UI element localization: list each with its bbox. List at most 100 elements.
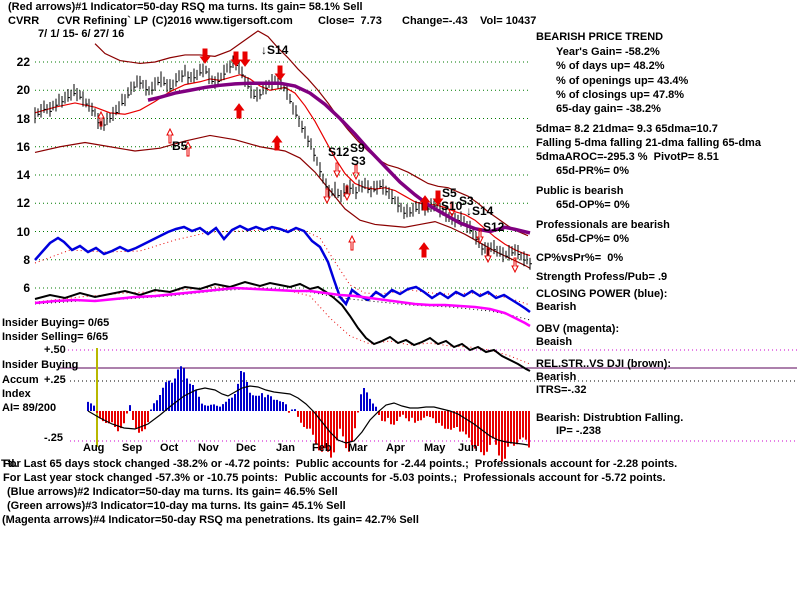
x-axis-month-label: Mar: [348, 442, 368, 454]
signal-label: S9: [350, 141, 365, 155]
y-axis-tick-label: 16: [16, 139, 30, 154]
header-text: Vol= 10437: [480, 15, 537, 27]
summary-line: For Last year stock changed -57.3% or -1…: [3, 472, 666, 484]
price-ohlc-bars: [34, 55, 532, 270]
summary-line: (Green arrows)#3 Indicator=10-day ma tur…: [7, 500, 346, 512]
signal-label: S3: [351, 154, 366, 168]
header-text: Close= 7.73: [318, 15, 382, 27]
sell-arrow-down: [343, 185, 351, 202]
y-axis-tick-label: 14: [16, 168, 30, 182]
ma65-line: [147, 81, 531, 235]
accum-index-bars-positive: [87, 366, 377, 411]
indicator-readout: Bearish: [536, 301, 577, 313]
signal-label: S10: [441, 199, 463, 213]
buy-arrow-up: [271, 135, 283, 151]
summary-line: Ttl.: [1, 458, 18, 470]
sell-arrow-down: [274, 65, 286, 81]
indicator-readout: Falling 5-dma falling 21-dma falling 65-…: [536, 137, 761, 149]
header-text: (C)2016 www.tigersoft.com: [152, 15, 293, 27]
x-axis-month-label: Feb: [312, 442, 332, 454]
obv-line: [34, 286, 531, 328]
accum-index-bars-negative: [96, 411, 530, 462]
header-text: Change=-.43: [402, 15, 468, 27]
x-axis-month-label: Apr: [386, 442, 405, 454]
indicator-readout: REL.STR..VS DJI (brown):: [536, 358, 672, 370]
buy-arrow-up: [419, 195, 431, 211]
indicator-readout: 65d-OP%= 0%: [556, 199, 630, 211]
sell-arrow-down: [484, 247, 492, 264]
left-annotation: Insider Selling= 6/65: [2, 331, 109, 343]
sell-arrow-down: [323, 188, 331, 205]
indicator-readout: Bearish: Distrubtion Falling.: [536, 412, 684, 424]
indicator-readout: Professionals are bearish: [536, 219, 670, 231]
sell-arrow-down: [432, 190, 444, 206]
sell-arrow-down: [476, 228, 484, 245]
header-text: CVRR: [8, 15, 40, 27]
indicator-readout: ITRS=-.32: [536, 384, 587, 396]
header-text: (Red arrows)#1 Indicator=50-day RSQ ma t…: [8, 1, 363, 13]
sell-arrow-down: [352, 164, 360, 181]
x-axis-month-label: Aug: [83, 442, 105, 454]
indicator-readout: 5dmaAROC=-295.3 % PivotP= 8.51: [536, 151, 719, 163]
x-axis-month-label: May: [424, 442, 446, 454]
x-axis-month-label: Oct: [160, 442, 179, 454]
signal-label: S3: [459, 194, 474, 208]
left-annotation: Index: [2, 388, 31, 400]
buy-arrow-up: [418, 242, 430, 258]
indicator-readout: Beaish: [536, 336, 573, 348]
summary-line: For Last 65 days stock changed -38.2% or…: [3, 458, 678, 470]
indicator-readout: BEARISH PRICE TREND: [536, 31, 664, 43]
sell-arrow-down: [239, 51, 251, 67]
indicator-readout: 65-day gain= -38.2%: [556, 103, 661, 115]
header-text: 7/ 1/ 15- 6/ 27/ 16: [38, 28, 125, 40]
indicator-readout: Bearish: [536, 371, 577, 383]
signal-label: S5: [442, 186, 457, 200]
signal-label: B5: [172, 139, 188, 153]
left-annotation: -.25: [44, 432, 63, 444]
x-axis-month-label: Nov: [198, 442, 219, 454]
left-annotation: Insider Buying: [2, 359, 79, 371]
sell-arrow-down: [511, 257, 519, 274]
x-axis-month-label: Jun: [458, 442, 478, 454]
left-annotation: AI= 89/200: [2, 402, 57, 414]
indicator-readout: % of days up= 48.2%: [556, 60, 665, 72]
buy-arrow-up: [233, 103, 245, 119]
x-axis-month-label: Sep: [122, 442, 143, 454]
signal-label: ↓S14: [261, 43, 289, 57]
x-axis-month-label: Dec: [236, 442, 257, 454]
signal-label: S12: [328, 145, 350, 159]
signal-label: S12: [483, 220, 505, 234]
sell-arrow-down: [199, 48, 211, 64]
buy-arrow-up: [348, 234, 356, 251]
indicator-readout: 5dma= 8.2 21dma= 9.3 65dma=10.7: [536, 123, 718, 135]
indicator-readout: % of closings up= 47.8%: [556, 89, 685, 101]
indicator-readout: IP= -.238: [556, 425, 601, 437]
x-axis-month-label: Jan: [276, 442, 295, 454]
closing-power-line: [34, 224, 531, 313]
y-axis-tick-label: 18: [16, 111, 30, 126]
indicator-readout: CLOSING POWER (blue):: [536, 288, 668, 300]
sell-arrow-down: [448, 201, 456, 218]
header-text: CVR Refining` LP: [57, 15, 149, 27]
closing-power-ma-dotted: [34, 228, 531, 306]
indicator-readout: % of openings up= 43.4%: [556, 75, 689, 87]
y-axis-tick-label: 22: [16, 55, 30, 69]
relative-strength-line: [34, 280, 531, 372]
signal-label: ↓S14: [466, 204, 494, 218]
left-annotation: Insider Buying= 0/65: [2, 317, 110, 329]
y-axis-tick-label: 12: [16, 196, 30, 211]
obv-ma-dotted: [34, 287, 531, 321]
left-annotation: Accum: [2, 374, 39, 386]
accum-index-ma-line: [87, 385, 529, 446]
indicator-readout: OBV (magenta):: [536, 323, 620, 335]
indicator-readout: CP%vsPr%= 0%: [536, 252, 624, 264]
buy-arrow-up: [97, 110, 105, 127]
y-axis-tick-label: 8: [23, 252, 30, 267]
ma21-line: [34, 74, 531, 257]
indicator-readout: Strength Profess/Pub= .9: [536, 271, 668, 283]
y-axis-tick-label: 20: [16, 83, 30, 98]
buy-arrow-up: [184, 140, 192, 157]
left-annotation: +.50: [44, 344, 66, 356]
